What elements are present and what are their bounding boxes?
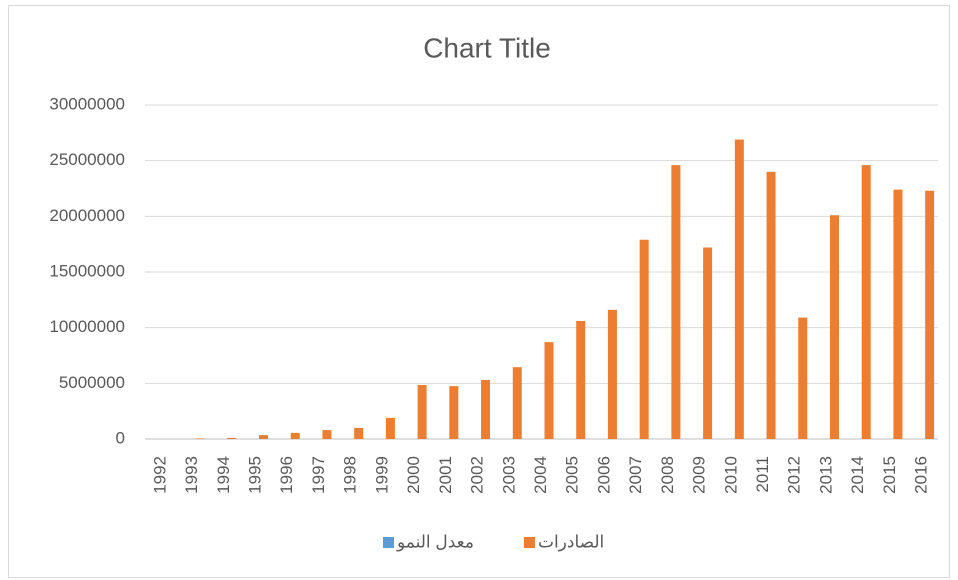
x-tick-label: 2013	[816, 456, 835, 494]
bar	[766, 171, 776, 440]
bar	[481, 379, 491, 439]
x-tick-label: 2003	[499, 456, 518, 494]
x-tick-label: 2015	[880, 456, 899, 494]
bar	[861, 165, 871, 439]
bar	[893, 189, 903, 439]
x-tick-label: 2002	[468, 456, 487, 494]
y-tick-label: 20000000	[49, 206, 125, 225]
bar	[734, 139, 744, 439]
x-tick-label: 2010	[721, 456, 740, 494]
x-tick-label: 2000	[404, 456, 423, 494]
y-tick-label: 30000000	[49, 94, 125, 113]
bar	[227, 437, 237, 439]
bar	[290, 432, 300, 439]
bar	[703, 247, 713, 439]
bar	[798, 317, 808, 439]
bar	[259, 435, 269, 439]
x-tick-label: 2014	[848, 456, 867, 494]
bar	[385, 417, 395, 439]
y-tick-label: 25000000	[49, 150, 125, 169]
x-tick-label: 2004	[531, 456, 550, 494]
bar	[195, 438, 205, 439]
x-tick-label: 1997	[309, 456, 328, 494]
x-tick-label: 2011	[753, 456, 772, 493]
x-tick-label: 1995	[246, 456, 265, 494]
x-tick-label: 1999	[372, 456, 391, 494]
x-tick-label: 1993	[182, 456, 201, 494]
bar	[671, 165, 681, 439]
y-tick-label: 10000000	[49, 317, 125, 336]
bar	[449, 386, 459, 439]
legend-swatch	[523, 537, 535, 548]
y-tick-label: 15000000	[49, 261, 125, 280]
x-tick-label: 2007	[626, 456, 645, 494]
y-tick-label: 5000000	[59, 373, 125, 392]
bar	[417, 385, 427, 439]
x-tick-label: 2006	[594, 456, 613, 494]
x-tick-label: 2016	[912, 456, 931, 494]
bar	[354, 427, 364, 439]
x-tick-label: 2005	[563, 456, 582, 494]
x-tick-label: 1992	[150, 456, 169, 494]
x-tick-label: 1994	[214, 456, 233, 494]
x-tick-label: 2008	[658, 456, 677, 494]
bar	[512, 367, 522, 439]
bar	[639, 239, 649, 439]
legend-label: معدل النمو	[396, 532, 474, 551]
legend-swatch	[383, 537, 394, 548]
bar	[576, 320, 586, 439]
legend-label: الصادرات	[538, 532, 604, 551]
x-tick-label: 1998	[341, 456, 360, 494]
bar	[829, 215, 839, 439]
chart-title: Chart Title	[423, 32, 551, 63]
bar	[925, 190, 935, 439]
y-tick-label: 0	[116, 428, 125, 447]
x-tick-label: 1996	[277, 456, 296, 494]
bar	[322, 430, 332, 439]
bar	[544, 342, 554, 439]
x-tick-label: 2001	[436, 456, 455, 494]
chart-border	[8, 5, 950, 578]
x-tick-label: 2012	[785, 456, 804, 494]
bar	[607, 309, 617, 439]
x-tick-label: 2009	[690, 456, 709, 494]
